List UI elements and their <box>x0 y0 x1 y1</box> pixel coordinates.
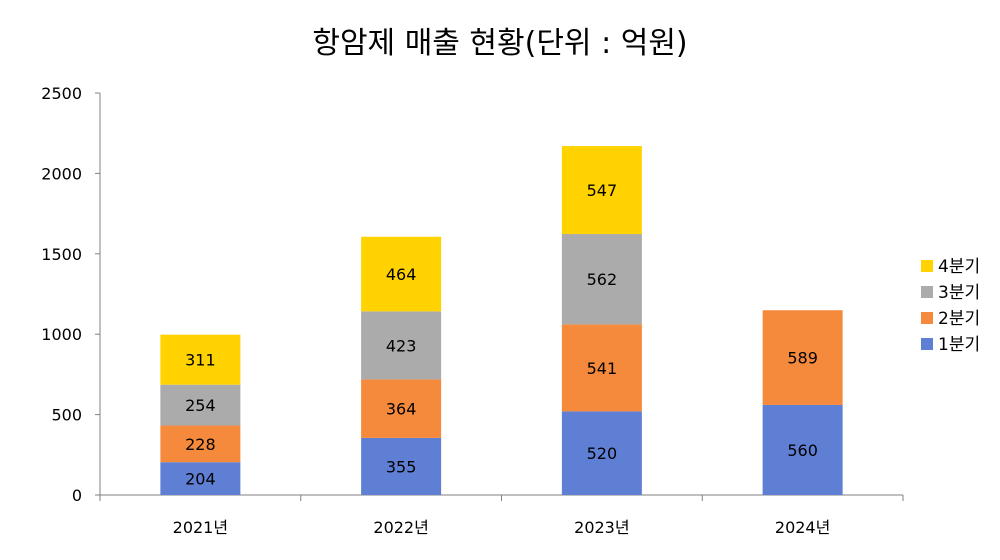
legend-label: 1분기 <box>938 335 980 355</box>
y-tick-label: 0 <box>72 486 82 505</box>
bar-segment <box>361 379 442 438</box>
y-tick-label: 1000 <box>41 325 82 344</box>
chart-title: 항암제 매출 현황(단위 : 억원) <box>312 26 688 61</box>
bar-segment <box>160 462 241 495</box>
legend-swatch <box>921 338 933 350</box>
data-label: 228 <box>185 435 216 454</box>
bars: 204 228 254 311 355 364 423 464 520 541 562 547 560 5… <box>160 146 843 495</box>
data-label: 589 <box>787 349 818 368</box>
bar-segment <box>361 311 442 380</box>
legend-label: 4분기 <box>938 257 980 277</box>
y-tick-label: 1500 <box>41 245 82 264</box>
x-tick-label: 2024년 <box>775 518 830 537</box>
x-tick-label: 2023년 <box>574 518 629 537</box>
y-tick-label: 500 <box>51 406 82 425</box>
data-label: 254 <box>185 396 216 415</box>
data-label: 562 <box>587 270 618 289</box>
y-tick-label: 2000 <box>41 164 82 183</box>
bar-segment <box>361 437 442 495</box>
legend-label: 2분기 <box>938 309 980 329</box>
y-tick-label: 2500 <box>41 84 82 103</box>
bar-segment <box>561 146 642 235</box>
data-label: 355 <box>386 457 417 476</box>
legend-swatch <box>921 286 933 298</box>
data-label: 541 <box>587 359 618 378</box>
data-label: 204 <box>185 470 216 489</box>
bar-segment <box>762 404 843 495</box>
bar-segment <box>561 411 642 495</box>
bar-segment <box>762 310 843 405</box>
legend-label: 3분기 <box>938 283 980 303</box>
axes: 0 500 1000 1500 2000 2500 2021년 2022년 2023년 2024년 <box>41 84 904 537</box>
data-label: 364 <box>386 400 417 419</box>
data-label: 547 <box>587 181 618 200</box>
x-tick-label: 2022년 <box>373 518 428 537</box>
data-label: 311 <box>185 351 216 370</box>
data-label: 560 <box>787 441 818 460</box>
legend: 4분기 3분기 2분기 1분기 <box>921 257 980 355</box>
data-label: 464 <box>386 265 417 284</box>
data-label: 520 <box>587 444 618 463</box>
bar-segment <box>361 236 442 312</box>
x-tick-label: 2021년 <box>173 518 228 537</box>
bar-segment <box>160 334 241 385</box>
bar-segment <box>561 324 642 412</box>
data-label: 423 <box>386 336 417 355</box>
bar-segment <box>561 234 642 325</box>
bar-segment <box>160 425 241 463</box>
legend-swatch <box>921 260 933 272</box>
legend-swatch <box>921 312 933 324</box>
bar-segment <box>160 384 241 426</box>
